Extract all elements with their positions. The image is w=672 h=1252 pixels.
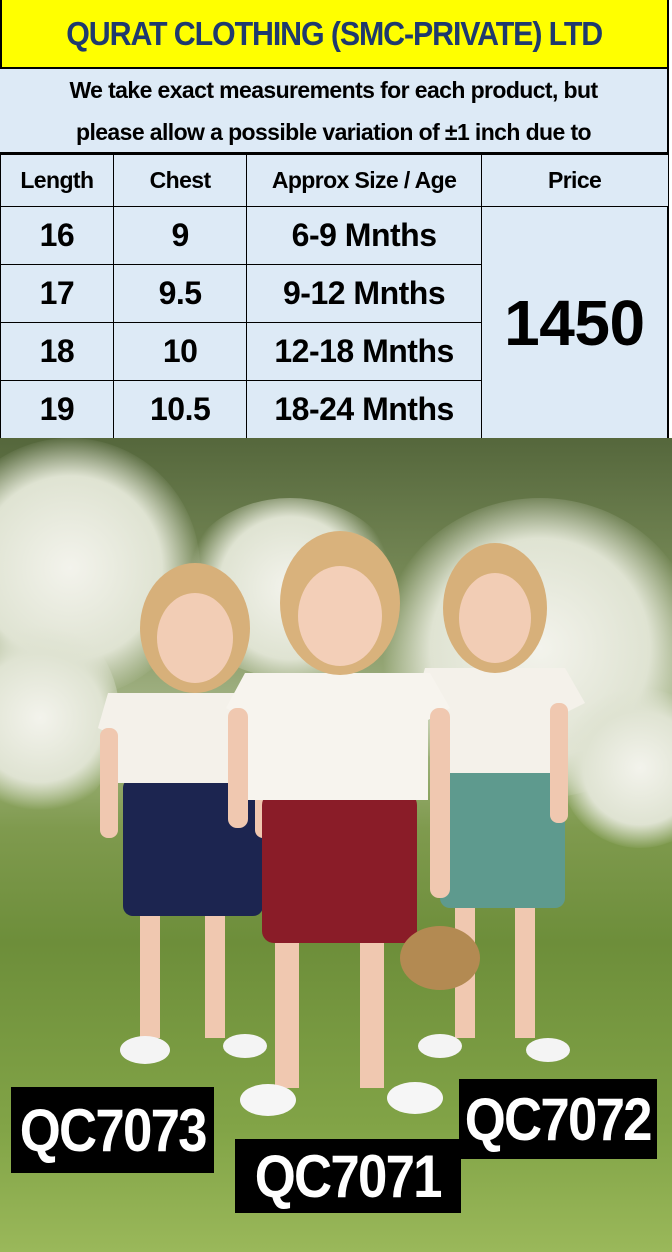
table-row: 16 9 6-9 Mnths 1450 [0, 206, 669, 439]
column-header-length: Length [0, 154, 114, 207]
size-chart-table: Length Chest Approx Size / Age Price 16 … [0, 154, 669, 439]
column-header-age: Approx Size / Age [246, 154, 482, 207]
product-code-center: QC7071 [235, 1139, 461, 1213]
length-cell: 18 [0, 322, 114, 381]
age-cell: 18-24 Mnths [246, 380, 482, 439]
chest-cell: 9.5 [112, 264, 248, 323]
column-header-chest: Chest [112, 154, 248, 207]
length-cell: 17 [0, 264, 114, 323]
column-header-price: Price [480, 154, 669, 207]
age-cell: 12-18 Mnths [246, 322, 482, 381]
length-cell: 19 [0, 380, 114, 439]
product-code-right: QC7072 [459, 1079, 657, 1159]
brand-header: QURAT CLOTHING (SMC-PRIVATE) LTD [0, 0, 669, 69]
product-code-center-text: QC7071 [254, 1142, 443, 1210]
table-row: 19 10.5 18-24 Mnths [0, 380, 669, 439]
brand-title: QURAT CLOTHING (SMC-PRIVATE) LTD [66, 14, 604, 52]
chest-cell: 9 [112, 206, 248, 265]
chest-cell: 10 [112, 322, 248, 381]
table-header-row: Length Chest Approx Size / Age Price [0, 154, 669, 207]
table-row: 17 9.5 9-12 Mnths [0, 264, 669, 323]
age-cell: 6-9 Mnths [246, 206, 482, 265]
length-cell: 16 [0, 206, 114, 265]
product-code-left: QC7073 [11, 1087, 214, 1173]
note-line-1: We take exact measurements for each prod… [69, 77, 598, 103]
age-cell: 9-12 Mnths [246, 264, 482, 323]
note-line-2: please allow a possible variation of ±1 … [76, 119, 592, 145]
product-code-left-text: QC7073 [19, 1096, 207, 1164]
price-cell: 1450 [480, 206, 669, 439]
child-models-illustration [98, 531, 585, 1116]
product-code-right-text: QC7072 [464, 1085, 653, 1153]
measurement-note: We take exact measurements for each prod… [0, 69, 669, 154]
chest-cell: 10.5 [112, 380, 248, 439]
